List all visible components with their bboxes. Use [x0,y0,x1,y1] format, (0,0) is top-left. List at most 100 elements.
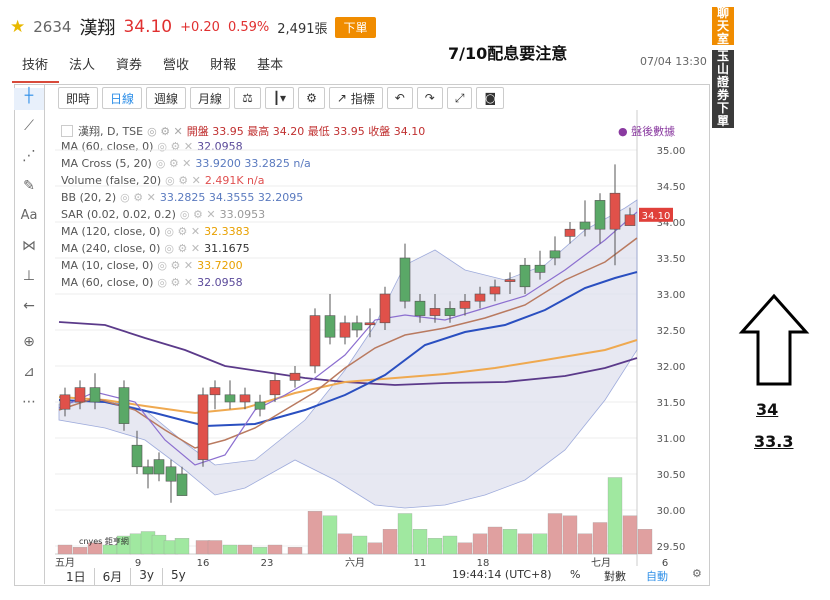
candle-body [594,200,606,230]
x-tick-label: 9 [135,558,141,569]
volume-bar [412,529,428,555]
interval-monthly[interactable]: 月線 [190,87,231,109]
candle-body [74,387,86,403]
tab-revenue[interactable]: 營收 [163,58,190,73]
undo-icon[interactable]: ↶ [386,87,413,109]
back-arrow-icon[interactable]: ← [23,298,35,314]
redo-icon[interactable]: ↷ [416,87,443,109]
y-tick-label: 33.50 [657,254,686,265]
x-tick-label: 18 [477,558,490,569]
tab-basic[interactable]: 基本 [257,58,284,73]
ma120-line [58,339,638,415]
legend-row-controls-icon[interactable]: ◎ ⚙ ✕ [157,276,194,289]
price-chart[interactable]: 35.00 34.50 34.00 33.50 33.00 32.50 32.00 31.50… [45,110,707,570]
annotation-price-1: 34 [756,400,779,419]
star-icon[interactable]: ★ [10,17,26,37]
chart-time: 19:44:14 (UTC+8) [452,568,552,581]
interval-daily[interactable]: 日線 [102,87,143,109]
candle-body [399,257,411,302]
log-toggle[interactable]: 對數 [604,570,626,583]
candle-body [289,372,301,381]
bottom-settings-icon[interactable]: ⚙ [692,567,702,580]
tab-institutional[interactable]: 法人 [69,58,96,73]
trendline-icon[interactable]: ⟋ [24,118,34,134]
legend-row-controls-icon[interactable]: ◎ ⚙ ✕ [164,242,201,255]
brush-icon[interactable]: ✎ [23,178,35,194]
volume-bar [502,529,518,555]
legend-row-controls-icon[interactable]: ◎ ⚙ ✕ [120,191,156,204]
auto-toggle[interactable]: 自動 [646,570,668,583]
legend-row-controls-icon[interactable]: ◎ ⚙ ✕ [165,174,201,187]
legend-row: BB (20, 2) ◎ ⚙ ✕ 33.2825 34.3555 32.2095 [61,191,303,204]
pattern-icon[interactable]: ⋈ [22,238,36,254]
interval-realtime[interactable]: 即時 [58,87,99,109]
legend-row-controls-icon[interactable]: ◎ ⚙ ✕ [179,208,216,221]
tab-bar: 技術 法人 資券 營收 財報 基本 [12,52,294,83]
legend-row: MA (240, close, 0) ◎ ⚙ ✕ 31.1675 [61,242,250,255]
chat-room-button[interactable]: 聊天室 [712,7,734,46]
range-1d[interactable]: 1日 [58,568,95,585]
candle-body [89,387,101,403]
candle-body [309,315,321,367]
legend-row-controls-icon[interactable]: ◎ ⚙ ✕ [155,157,192,170]
chart-toolbar: 即時 日線 週線 月線 ⚖ ┃▾ ⚙ ↗ 指標 ↶ ↷ ⤢ ◙ [58,87,505,109]
zoom-icon[interactable]: ⊕ [23,334,35,350]
fullscreen-icon[interactable]: ⤢ [446,87,473,109]
crosshair-icon[interactable]: ┼ [14,88,44,110]
y-tick-label: 35.00 [657,146,686,157]
more-icon[interactable]: ⋯ [22,394,36,410]
compare-icon[interactable]: ⚖ [234,87,261,109]
x-tick-label: 七月 [591,557,611,569]
range-5y[interactable]: 5y [171,568,186,582]
ma10-line [58,237,638,449]
legend-row: MA (60, close, 0) ◎ ⚙ ✕ 32.0958 [61,276,243,289]
candle-body [504,279,516,282]
indicators-button[interactable]: ↗ 指標 [328,87,383,109]
order-button[interactable]: 下單 [335,16,376,38]
settings-icon[interactable]: ⚙ [298,87,325,109]
percent-toggle[interactable]: % [570,568,581,581]
measure-icon[interactable]: ⊥ [22,268,36,284]
volume-bar [322,515,338,555]
candle-style-icon[interactable]: ┃▾ [264,87,295,109]
volume-bar [577,533,593,555]
tab-financials[interactable]: 財報 [210,58,237,73]
tab-technical[interactable]: 技術 [12,52,60,83]
ma60-line [58,321,638,386]
text-tool-icon[interactable]: Aa [20,208,38,223]
range-6m[interactable]: 6月 [95,568,132,585]
volume-bar [352,535,368,555]
esun-order-button[interactable]: 玉山證券下單 [712,50,734,128]
volume-bar [307,511,323,555]
up-arrow-icon [738,293,810,386]
candle-body [579,221,591,230]
range-3y[interactable]: 3y [131,568,164,585]
legend-row-label: MA (60, close, 0) [61,276,154,289]
price-change-pct: 0.59% [227,19,270,35]
tab-margin[interactable]: 資券 [116,58,143,73]
candle-body [379,293,391,324]
candle-body [549,250,561,259]
indicators-label: 指標 [350,91,375,106]
legend-row-controls-icon[interactable]: ◎ ⚙ ✕ [157,259,194,272]
ma5-line [58,211,638,466]
fib-icon[interactable]: ⋰ [22,148,36,164]
volume-bar [607,477,623,555]
stock-code: 2634 [33,18,72,36]
y-tick-label: 29.50 [657,542,686,553]
y-tick-label: 32.50 [657,326,686,337]
candle-body [429,308,441,316]
legend-row-controls-icon[interactable]: ◎ ⚙ ✕ [164,225,201,238]
candle-body [118,387,130,424]
ruler-icon[interactable]: ⊿ [23,364,35,380]
stock-name: 漢翔 [79,18,116,39]
interval-weekly[interactable]: 週線 [146,87,187,109]
collapse-icon[interactable] [61,125,73,137]
y-tick-label: 34.00 [657,218,686,229]
candle-body [142,466,154,475]
legend-controls-icon[interactable]: ◎ ⚙ ✕ [147,124,183,138]
camera-icon[interactable]: ◙ [476,87,505,109]
volume-bar [252,547,268,555]
volume-bar [72,547,88,555]
candle-body [224,394,236,403]
